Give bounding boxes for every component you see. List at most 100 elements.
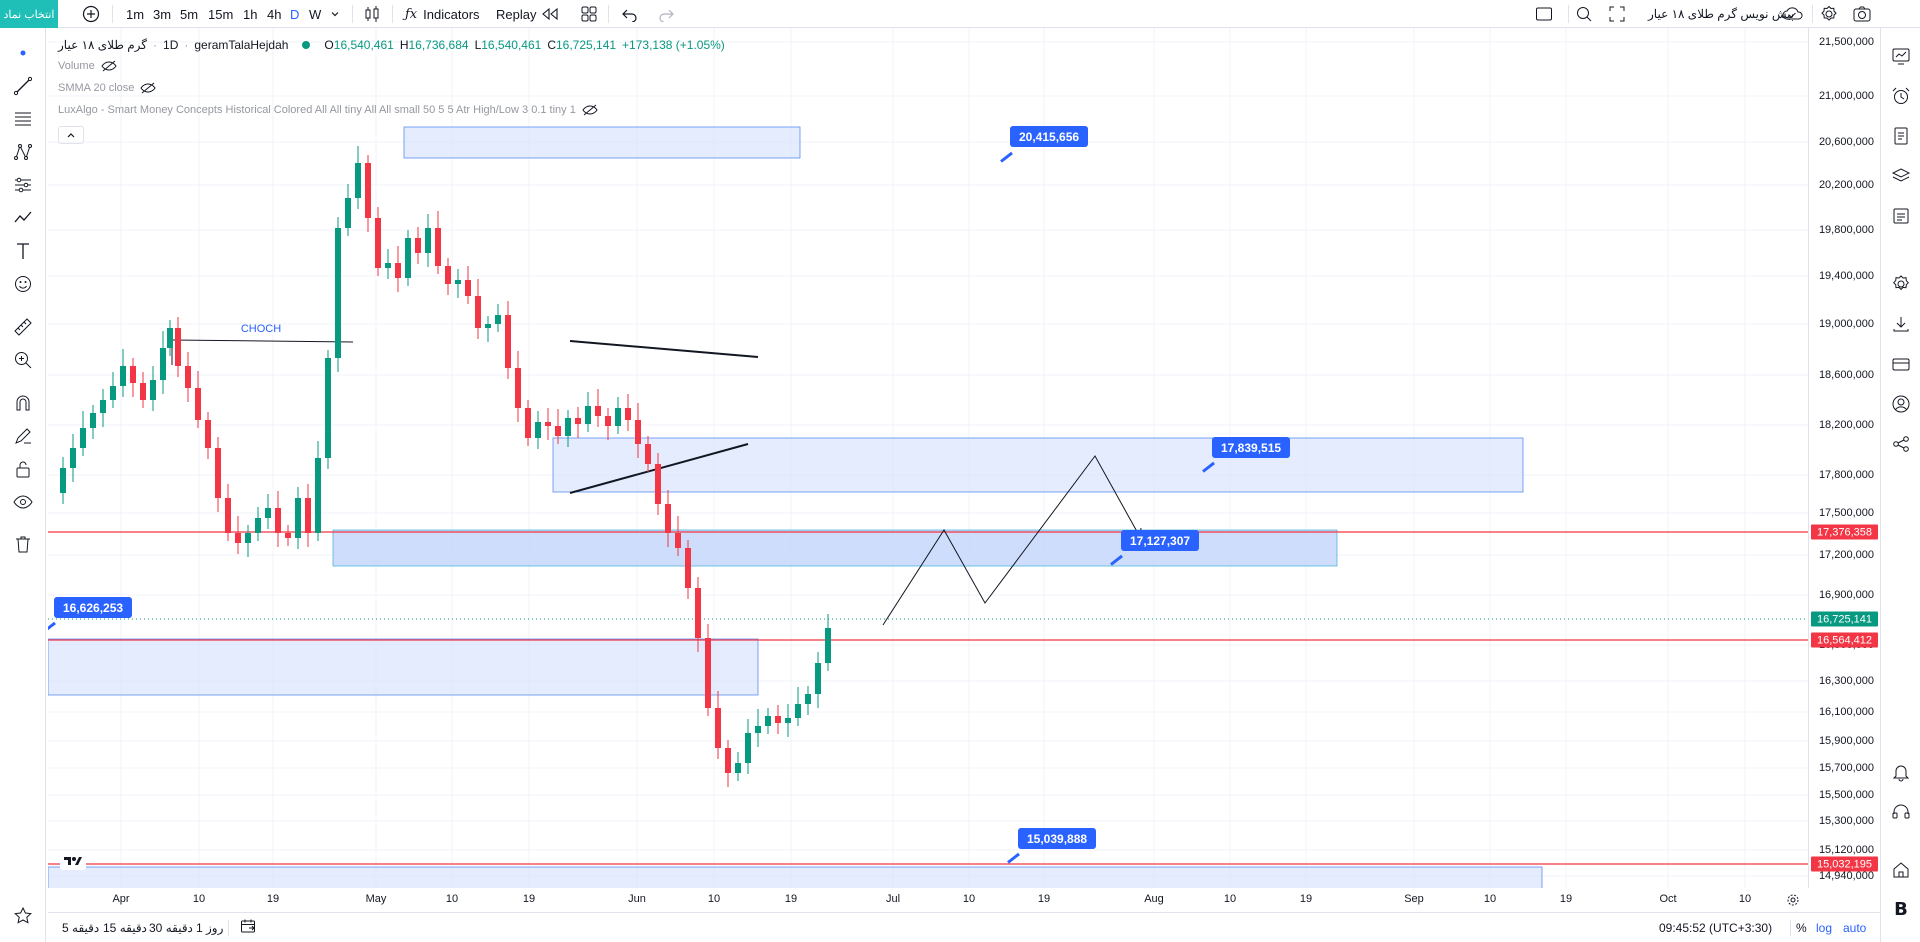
hidden-eye-icon[interactable]	[101, 60, 117, 72]
price-badge-16626253[interactable]: 16,626,253	[54, 597, 133, 618]
time-axis[interactable]: Apr 10 19 May 10 19 Jun 10 19 Jul 10 19 Aug 10 19 Sep 10…	[48, 888, 1880, 912]
candle-body	[455, 280, 461, 284]
supply-zone-mid	[552, 437, 1524, 493]
price-tick-label: 21,000,000	[1818, 90, 1874, 102]
settings-icon[interactable]	[1890, 273, 1912, 295]
legend-symbol-row[interactable]: گرم طلای ۱۸ عیار · 1D · geramTalaHejdah …	[58, 38, 725, 52]
candle-body	[565, 418, 571, 436]
range-1-day[interactable]: 1 روز	[196, 920, 224, 935]
layout-name[interactable]: پیش نویس گرم طلای ۱۸ عیار	[1648, 7, 1795, 21]
indicators-button[interactable]: ƒx Indicators	[405, 4, 480, 24]
notes-icon[interactable]	[1890, 125, 1912, 147]
candle-body	[595, 406, 601, 416]
home-icon[interactable]	[1890, 859, 1912, 881]
layers-icon[interactable]	[1890, 165, 1912, 187]
candle-body	[215, 448, 221, 498]
auto-toggle[interactable]: auto	[1843, 920, 1867, 935]
brush-tool-icon[interactable]	[12, 207, 34, 229]
price-badge-20415656[interactable]: 20,415,656	[1010, 126, 1089, 147]
candle-body	[375, 218, 381, 268]
market-open-dot-icon	[302, 41, 311, 49]
chart-pane[interactable]: CHOCH گرم طلای ۱۸ عیار · 1D · geramTalaH…	[48, 28, 1808, 888]
watchlist-icon[interactable]	[1890, 45, 1912, 67]
text-tool-icon[interactable]	[12, 240, 34, 262]
hidden-eye-icon[interactable]	[582, 104, 598, 116]
range-15-min[interactable]: 15 دقیقه	[103, 920, 147, 935]
cursor-dot-icon[interactable]	[12, 42, 34, 64]
undo-icon[interactable]	[621, 4, 639, 24]
price-badge-17839515[interactable]: 17,839,515	[1212, 437, 1291, 458]
price-badge-15039888[interactable]: 15,039,888	[1018, 828, 1097, 849]
settings-gear-icon[interactable]	[1820, 4, 1838, 24]
legend-luxalgo-row[interactable]: LuxAlgo - Smart Money Concepts Historica…	[58, 104, 598, 116]
alarm-clock-icon[interactable]	[1890, 85, 1912, 107]
interval-3m[interactable]: 3m	[153, 6, 172, 22]
lock-icon[interactable]	[12, 458, 34, 480]
fullscreen-icon[interactable]	[1608, 4, 1626, 24]
function-icon: ƒx	[405, 6, 418, 22]
legend-source: geramTalaHejdah	[194, 38, 289, 52]
brand-b-icon[interactable]: B	[1894, 898, 1908, 920]
drawing-mode-icon[interactable]	[12, 425, 34, 447]
price-tick-label: 20,600,000	[1818, 136, 1874, 148]
legend-smma-row[interactable]: SMMA 20 close	[58, 82, 157, 94]
chevron-down-icon[interactable]	[330, 4, 340, 24]
download-icon[interactable]	[1890, 313, 1912, 335]
interval-w[interactable]: W	[309, 6, 322, 22]
fib-retracement-icon[interactable]	[12, 108, 34, 130]
price-chart[interactable]: CHOCH	[48, 28, 1808, 888]
credit-card-icon[interactable]	[1890, 353, 1912, 375]
cloud-save-icon[interactable]	[1781, 4, 1803, 24]
candle-body	[435, 228, 441, 266]
interval-15m[interactable]: 15m	[208, 6, 234, 22]
price-tag: 16,564,412	[1811, 632, 1878, 648]
legend-change: +173,138 (+1.05%)	[622, 38, 725, 52]
eye-icon[interactable]	[12, 491, 34, 513]
trash-icon[interactable]	[12, 533, 34, 555]
interval-d[interactable]: D	[290, 6, 300, 22]
forecasting-tool-icon[interactable]	[12, 174, 34, 196]
legend-volume-row[interactable]: Volume	[58, 60, 117, 72]
symbol-search-button[interactable]: انتخاب نماد	[0, 0, 58, 28]
percent-toggle[interactable]: %	[1796, 920, 1807, 935]
hidden-eye-icon[interactable]	[140, 82, 157, 94]
range-5-min[interactable]: 5 دقیقه	[62, 920, 100, 935]
clock-timezone[interactable]: 09:45:52 (UTC+3:30)	[1659, 920, 1773, 935]
time-tick-label: May	[365, 893, 387, 905]
profile-icon[interactable]	[1890, 393, 1912, 415]
price-tick-label: 15,700,000	[1818, 762, 1874, 774]
price-badge-17127307[interactable]: 17,127,307	[1121, 530, 1200, 551]
redo-icon[interactable]	[657, 4, 675, 24]
quick-search-icon[interactable]	[1575, 4, 1593, 24]
share-icon[interactable]	[1890, 433, 1912, 455]
add-symbol-icon[interactable]	[82, 4, 100, 24]
calendar-list-icon[interactable]	[1890, 205, 1912, 227]
pattern-tool-icon[interactable]	[12, 141, 34, 163]
interval-1m[interactable]: 1m	[126, 6, 145, 22]
interval-1h[interactable]: 1h	[243, 6, 258, 22]
emoji-icon[interactable]	[12, 273, 34, 295]
trend-line-icon[interactable]	[12, 75, 34, 97]
interval-5m[interactable]: 5m	[180, 6, 199, 22]
headset-support-icon[interactable]	[1890, 801, 1912, 823]
candle-body	[245, 533, 251, 543]
axis-settings-icon[interactable]	[1786, 893, 1800, 910]
candles-type-icon[interactable]	[364, 4, 380, 24]
notification-bell-icon[interactable]	[1890, 761, 1912, 783]
magnet-icon[interactable]	[12, 392, 34, 414]
zoom-in-icon[interactable]	[12, 349, 34, 371]
choch-line	[171, 339, 354, 343]
legend-collapse-button[interactable]	[58, 126, 84, 144]
layouts-grid-icon[interactable]	[580, 4, 598, 24]
interval-4h[interactable]: 4h	[267, 6, 282, 22]
ruler-icon[interactable]	[12, 316, 34, 338]
log-toggle[interactable]: log	[1816, 920, 1833, 935]
candle-body	[175, 328, 181, 366]
range-30-min[interactable]: 30 دقیقه	[149, 920, 193, 935]
fullscreen-frame-icon[interactable]	[1535, 4, 1553, 24]
snapshot-camera-icon[interactable]	[1852, 4, 1872, 24]
replay-button[interactable]: Replay	[496, 4, 560, 24]
price-axis[interactable]: 21,500,000 21,000,000 20,600,000 20,200,000…	[1808, 28, 1880, 888]
date-range-calendar-icon[interactable]	[240, 918, 256, 937]
star-icon[interactable]	[12, 905, 34, 927]
